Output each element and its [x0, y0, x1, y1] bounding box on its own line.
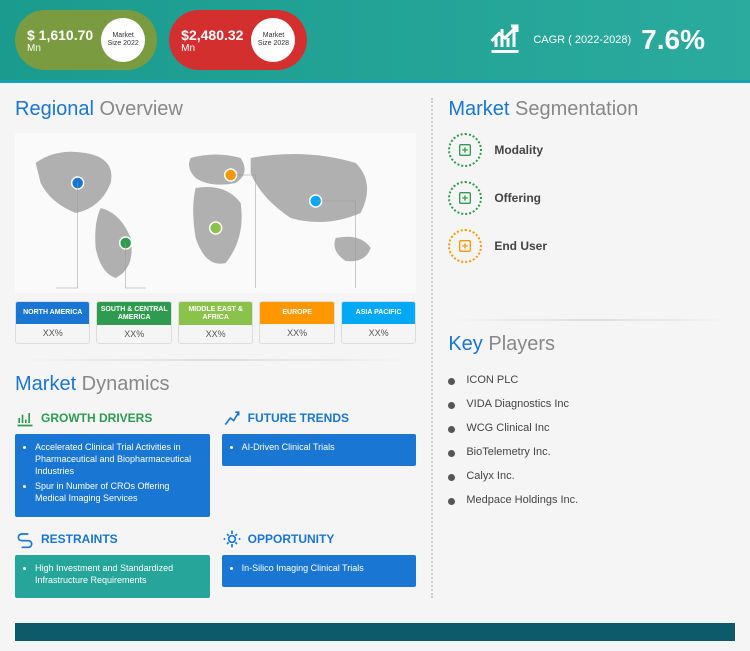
dynamics-item: In-Silico Imaging Clinical Trials — [242, 563, 409, 575]
segmentation-label: Modality — [494, 143, 543, 157]
region-box: SOUTH & CENTRAL AMERICAXX% — [96, 301, 171, 344]
world-map — [15, 133, 416, 293]
market-size-2028-pill: $2,480.32 Mn Market Size 2028 — [169, 10, 307, 70]
dynamics-icon — [15, 529, 35, 549]
footer-bar — [15, 623, 735, 641]
segmentation-icon — [448, 229, 482, 263]
region-name: SOUTH & CENTRAL AMERICA — [97, 302, 170, 325]
region-box: EUROPEXX% — [259, 301, 334, 344]
segmentation-icon — [448, 181, 482, 215]
segmentation-item: End User — [448, 229, 735, 263]
market-size-2022-pill: $ 1,610.70 Mn Market Size 2022 — [15, 10, 157, 70]
dynamics-block: RESTRAINTS High Investment and Standardiz… — [15, 529, 210, 598]
dynamics-block-title: OPPORTUNITY — [248, 532, 335, 546]
dynamics-icon — [15, 408, 35, 428]
divider — [15, 359, 416, 361]
dynamics-block: GROWTH DRIVERS Accelerated Clinical Trial… — [15, 408, 210, 516]
region-name: EUROPE — [260, 302, 333, 324]
region-value: XX% — [260, 324, 333, 342]
region-value: XX% — [97, 325, 170, 343]
cagr-section: CAGR ( 2022-2028) 7.6% — [487, 20, 705, 61]
pill2-value: $2,480.32 — [181, 27, 243, 43]
keyplayer-item: Calyx Inc. — [448, 464, 735, 488]
dynamics-icon — [222, 408, 242, 428]
pill2-unit: Mn — [181, 43, 243, 54]
segmentation-item: Modality — [448, 133, 735, 167]
dynamics-item: Accelerated Clinical Trial Activities in… — [35, 442, 202, 477]
cagr-value: 7.6% — [641, 24, 705, 56]
dynamics-item: Spur in Number of CROs Offering Medical … — [35, 481, 202, 504]
segmentation-title: Market Segmentation — [448, 98, 735, 121]
dynamics-icon — [222, 529, 242, 549]
region-box: MIDDLE EAST & AFRICAXX% — [178, 301, 253, 344]
segmentation-list: Modality Offering End User — [448, 133, 735, 263]
keyplayers-title: Key Players — [448, 333, 735, 356]
pill1-value: $ 1,610.70 — [27, 27, 93, 43]
pill1-circle: Market Size 2022 — [101, 18, 145, 62]
keyplayer-item: WCG Clinical Inc — [448, 416, 735, 440]
dynamics-block: FUTURE TRENDS AI-Driven Clinical Trials — [222, 408, 417, 516]
growth-chart-icon — [487, 20, 523, 61]
region-value: XX% — [179, 325, 252, 343]
dynamics-block-title: RESTRAINTS — [41, 532, 118, 546]
region-value: XX% — [16, 324, 89, 342]
segmentation-label: Offering — [494, 191, 541, 205]
region-name: ASIA PACIFIC — [342, 302, 415, 324]
dynamics-block: OPPORTUNITY In-Silico Imaging Clinical Tr… — [222, 529, 417, 598]
regional-title: Regional Overview — [15, 98, 416, 121]
region-name: NORTH AMERICA — [16, 302, 89, 324]
keyplayer-item: BioTelemetry Inc. — [448, 440, 735, 464]
dynamics-item: AI-Driven Clinical Trials — [242, 442, 409, 454]
region-box: ASIA PACIFICXX% — [341, 301, 416, 344]
dynamics-block-title: FUTURE TRENDS — [248, 411, 349, 425]
pill1-unit: Mn — [27, 43, 93, 54]
segmentation-item: Offering — [448, 181, 735, 215]
cagr-label: CAGR ( 2022-2028) — [533, 34, 631, 46]
divider — [448, 319, 735, 321]
dynamics-title: Market Dynamics — [15, 373, 416, 396]
segmentation-label: End User — [494, 239, 547, 253]
segmentation-icon — [448, 133, 482, 167]
pill2-circle: Market Size 2028 — [251, 18, 295, 62]
keyplayers-list: ICON PLCVIDA Diagnostics IncWCG Clinical… — [448, 368, 735, 512]
dynamics-block-title: GROWTH DRIVERS — [41, 411, 152, 425]
dynamics-item: High Investment and Standardized Infrast… — [35, 563, 202, 586]
keyplayer-item: ICON PLC — [448, 368, 735, 392]
keyplayer-item: Medpace Holdings Inc. — [448, 488, 735, 512]
region-name: MIDDLE EAST & AFRICA — [179, 302, 252, 325]
dynamics-grid: GROWTH DRIVERS Accelerated Clinical Trial… — [15, 408, 416, 598]
region-value: XX% — [342, 324, 415, 342]
region-box: NORTH AMERICAXX% — [15, 301, 90, 344]
header-bar: $ 1,610.70 Mn Market Size 2022 $2,480.32… — [0, 0, 750, 83]
keyplayer-item: VIDA Diagnostics Inc — [448, 392, 735, 416]
region-boxes: NORTH AMERICAXX%SOUTH & CENTRAL AMERICAX… — [15, 301, 416, 344]
